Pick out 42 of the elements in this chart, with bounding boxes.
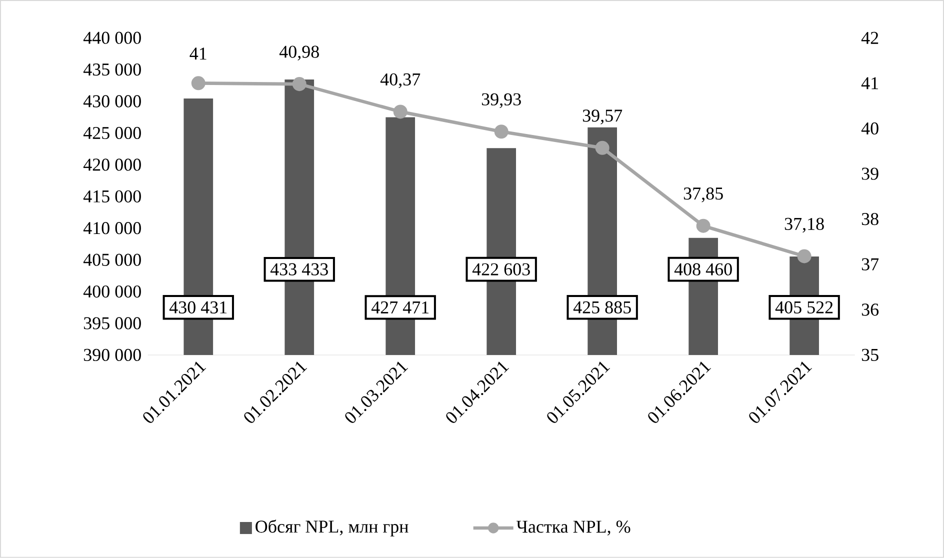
data-label: 39,93: [482, 93, 521, 108]
point: [191, 76, 206, 90]
y2-tick-label: 37: [862, 258, 879, 270]
data-label: 37,18: [784, 218, 824, 233]
data-label: 37,85: [684, 188, 723, 202]
y2-tick-label: 42: [861, 32, 878, 44]
y-tick-label: 410 000: [83, 222, 141, 234]
y2-tick-label: 40: [861, 122, 878, 135]
y-tick-label: 395 000: [84, 317, 141, 330]
y2-tick-label: 38: [862, 213, 878, 226]
point: [797, 249, 812, 264]
y2-tick-label: 41: [861, 77, 878, 90]
y-tick-label: 405 000: [83, 254, 141, 266]
data-label: 40,98: [279, 46, 319, 61]
point: [696, 218, 710, 233]
y-tick-label: 430 000: [83, 95, 141, 108]
data-label: 41: [190, 48, 206, 60]
point: [393, 104, 408, 119]
point: [292, 77, 306, 92]
data-label: 430 431: [169, 301, 227, 314]
data-label: 425 885: [573, 301, 631, 314]
data-label: 408 460: [674, 263, 732, 276]
y-tick-label: 435 000: [83, 64, 141, 76]
y2-tick-label: 39: [862, 168, 878, 180]
data-label: 39,57: [582, 110, 622, 124]
y-tick-label: 400 000: [83, 286, 141, 298]
point: [494, 124, 508, 139]
legend-label: Частка NPL, %: [516, 520, 630, 536]
y-tick-label: 425 000: [83, 126, 141, 140]
y-tick-label: 415 000: [83, 190, 141, 203]
y2-tick-label: 36: [862, 304, 879, 316]
y2-tick-label: 35: [862, 348, 878, 362]
y-tick-label: 390 000: [84, 348, 141, 362]
y-tick-label: 440 000: [83, 32, 141, 44]
y-tick-label: 420 000: [83, 158, 141, 171]
data-label: 405 522: [775, 301, 833, 314]
data-label: 433 433: [270, 263, 328, 276]
legend-label: Обсяг NPL, млн грн: [256, 520, 408, 536]
data-label: 40,37: [380, 73, 420, 88]
data-label: 427 471: [371, 301, 429, 314]
point: [595, 140, 610, 156]
data-label: 422 603: [472, 263, 530, 276]
